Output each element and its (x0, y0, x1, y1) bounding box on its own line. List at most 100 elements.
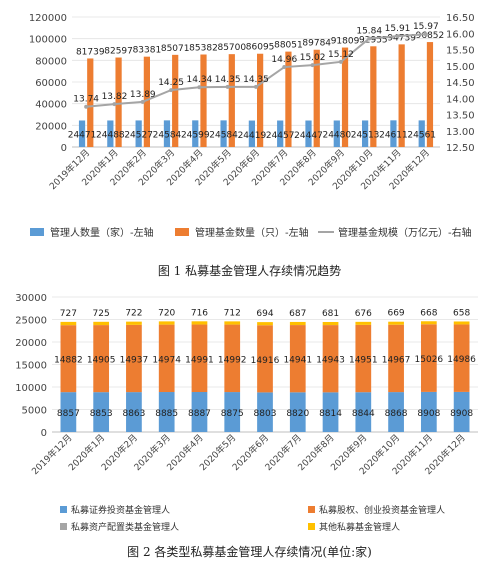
data-label-fund-count: 85382 (189, 44, 218, 54)
data-label-manager-count: 24584 (209, 131, 238, 141)
data-label: 658 (453, 308, 470, 318)
bar-fund-count (285, 51, 292, 147)
data-label-manager-count: 24447 (294, 131, 323, 141)
bar-equity-vc-managers (289, 325, 306, 393)
data-label-fund-scale: 15.97 (413, 22, 439, 32)
data-label: 8820 (286, 409, 309, 419)
bar-manager-count (107, 120, 114, 147)
data-label: 720 (158, 308, 175, 318)
bar-other-managers (158, 321, 175, 325)
y-right-tick-label: 16.50 (446, 13, 475, 24)
data-label-fund-scale: 15.12 (328, 50, 354, 60)
bar-equity-vc-managers (322, 325, 339, 393)
data-label: 8863 (122, 409, 145, 419)
bar-equity-vc-managers (224, 324, 241, 393)
point-fund-scale (367, 36, 372, 41)
chart-2-manager-types: 0 5000 10000 15000 20000 25000 30000 8857 14882 7… (15, 293, 478, 533)
y-right-tick-label: 13.50 (446, 111, 475, 122)
data-label-manager-count: 24457 (266, 131, 295, 141)
chart-1-manager-trend: 0 20000 40000 60000 80000 100000 120000 12.50 13… (29, 13, 475, 239)
data-label: 725 (93, 309, 110, 319)
data-label: 727 (60, 309, 77, 319)
point-fund-scale (310, 63, 315, 68)
y-left-tick-label: 80000 (35, 56, 67, 67)
data-label: 8875 (221, 409, 244, 419)
data-label: 14941 (283, 356, 312, 366)
bar-other-managers (289, 321, 306, 326)
data-label: 8853 (90, 409, 113, 419)
data-label-manager-count: 24471 (68, 131, 97, 141)
y-right-tick-label: 13.00 (446, 127, 475, 138)
data-label-fund-count: 86095 (246, 43, 275, 53)
data-label: 669 (387, 309, 404, 319)
bar-fund-count (313, 49, 320, 147)
data-label-manager-count: 24599 (181, 131, 210, 141)
data-label: 712 (224, 308, 241, 318)
data-label-fund-count: 82597 (104, 47, 133, 57)
y-right-tick-label: 14.00 (446, 94, 475, 105)
data-label: 14991 (185, 355, 214, 365)
y-tick-label: 10000 (15, 383, 47, 394)
data-label: 14951 (349, 356, 378, 366)
bar-fund-count (143, 56, 150, 148)
data-label-fund-scale: 14.34 (187, 75, 213, 85)
point-fund-scale (84, 104, 89, 109)
data-label-fund-scale: 14.25 (158, 78, 184, 88)
legend-label: 私募资产配置类基金管理人 (71, 521, 179, 533)
bar-manager-count (390, 120, 397, 147)
bar-other-managers (257, 322, 273, 326)
data-label: 681 (322, 309, 339, 319)
bar-securities-managers (224, 392, 241, 432)
bar-other-managers (453, 321, 470, 325)
y-tick-label: 5000 (22, 406, 47, 417)
bar-securities-managers (257, 392, 273, 432)
point-fund-scale (225, 84, 230, 89)
bar-fund-count (87, 58, 94, 147)
point-fund-scale (112, 102, 117, 107)
bar-other-managers (322, 321, 339, 326)
legend-swatch (308, 506, 315, 513)
bar-manager-count (163, 120, 171, 147)
data-label-fund-scale: 15.84 (356, 26, 382, 36)
data-label-manager-count: 24419 (238, 131, 267, 141)
y-left-tick-label: 100000 (29, 35, 67, 46)
data-label-manager-count: 24584 (153, 131, 182, 141)
data-label: 668 (420, 308, 437, 318)
point-fund-scale (282, 65, 287, 70)
bar-equity-vc-managers (60, 325, 77, 393)
bar-securities-managers (191, 392, 208, 432)
y-right-tick-label: 14.50 (446, 78, 475, 89)
bar-fund-count (426, 42, 434, 148)
y-left-tick-label: 40000 (35, 100, 67, 111)
y-left-tick-label: 20000 (35, 121, 67, 132)
bar-equity-vc-managers (158, 324, 175, 393)
bar-securities-managers (126, 392, 142, 432)
bar-manager-count (333, 120, 340, 147)
bar-manager-count (220, 120, 227, 147)
bar-manager-count (277, 120, 284, 147)
y-tick-label: 20000 (15, 338, 47, 349)
bar-manager-count (248, 120, 255, 147)
bar-other-managers (126, 321, 142, 325)
data-label-fund-scale: 14.96 (271, 55, 297, 65)
data-label-manager-count: 24611 (379, 131, 408, 141)
bar-other-managers (60, 321, 77, 326)
bar-securities-managers (388, 392, 404, 432)
data-label: 716 (191, 308, 208, 318)
bar-fund-count (398, 44, 405, 147)
bar-equity-vc-managers (257, 325, 273, 393)
data-label-fund-scale: 13.89 (130, 90, 156, 100)
data-label: 687 (289, 309, 306, 319)
bar-fund-count (200, 54, 207, 147)
data-label: 8857 (57, 409, 80, 419)
data-label-fund-scale: 13.82 (102, 92, 128, 102)
data-label: 8803 (254, 409, 277, 419)
bar-fund-count (115, 57, 122, 148)
data-label: 694 (256, 309, 273, 319)
data-label: 14967 (382, 355, 411, 365)
data-label: 14937 (120, 356, 149, 366)
data-label: 676 (355, 309, 372, 319)
bar-equity-vc-managers (355, 324, 372, 393)
data-label-fund-scale: 13.74 (73, 95, 99, 105)
